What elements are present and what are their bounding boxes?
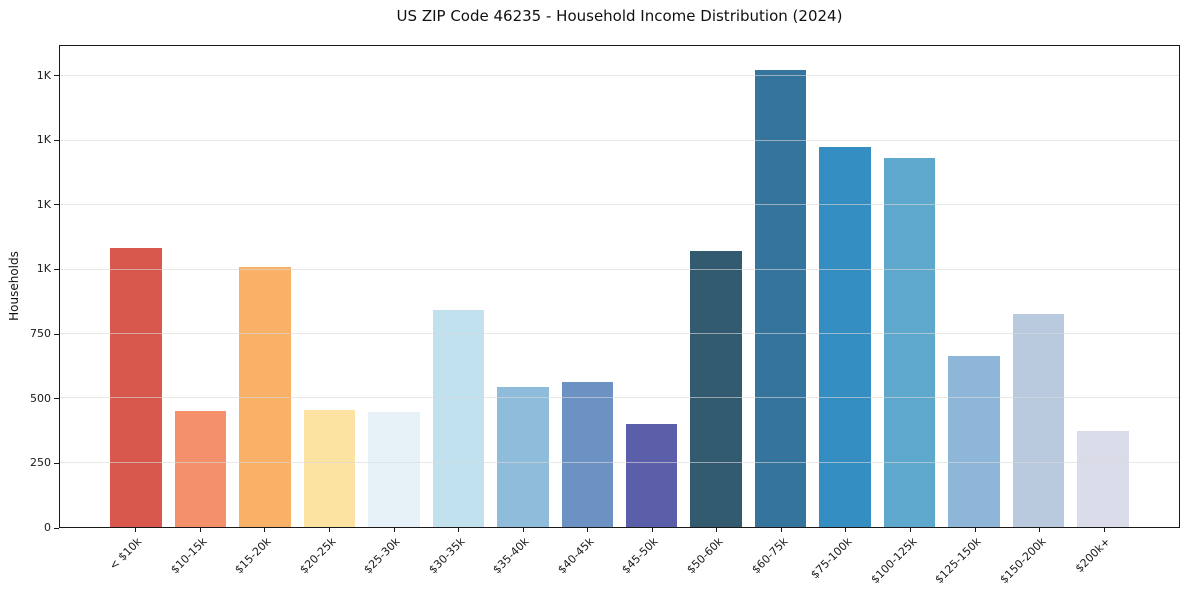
y-tick-mark	[54, 204, 59, 206]
x-tick-mark	[587, 528, 589, 532]
x-tick-mark	[199, 528, 201, 532]
x-tick-mark	[910, 528, 912, 532]
x-tick-mark	[1039, 528, 1041, 532]
y-tick-mark	[54, 75, 59, 76]
bar-slot	[620, 46, 684, 527]
x-tick-mark	[458, 528, 460, 532]
y-tick-label: 1K	[36, 262, 51, 276]
bar	[754, 69, 807, 527]
bar	[948, 356, 1000, 527]
bar-slot	[555, 46, 619, 527]
y-tick-mark	[54, 333, 59, 335]
bar	[432, 309, 485, 527]
x-tick-label: $125-150k	[932, 535, 984, 587]
y-tick-label: 1K	[36, 133, 51, 147]
x-tick-label: $35-40k	[490, 535, 532, 577]
y-tick-label: 0	[44, 521, 51, 534]
x-tick-label: $200k+	[1072, 535, 1113, 576]
x-tick-label: $150-200k	[997, 535, 1049, 587]
bar-slot	[168, 46, 232, 527]
bar	[561, 381, 614, 527]
x-tick-label: $40-45k	[555, 535, 597, 577]
bar-slot	[1071, 46, 1135, 527]
y-tick-label: 250	[30, 456, 51, 470]
y-tick-mark	[54, 139, 59, 141]
bar-slot	[297, 46, 361, 527]
x-tick-mark	[264, 528, 266, 532]
y-tick-mark	[54, 268, 59, 270]
y-tick-mark	[54, 462, 59, 464]
bar	[690, 251, 742, 527]
bar-slot	[426, 46, 490, 527]
x-tick-mark	[328, 528, 330, 532]
bar-slot	[362, 46, 426, 527]
x-tick-label: < $10k	[106, 535, 145, 573]
gridline	[60, 204, 1179, 206]
x-tick-label: $15-20k	[232, 535, 274, 577]
x-tick-mark	[716, 528, 718, 532]
bar	[368, 412, 420, 527]
bar-slot	[1006, 46, 1070, 527]
bar	[1012, 314, 1065, 527]
x-tick-mark	[135, 528, 137, 532]
bar-slot	[813, 46, 877, 527]
bar-slot	[684, 46, 748, 527]
gridline	[60, 332, 1179, 334]
y-tick-label: 1K	[36, 68, 51, 82]
x-tick-label: $10-15k	[167, 535, 210, 577]
x-tick-label: $30-35k	[426, 535, 468, 577]
bar	[110, 247, 162, 527]
x-tick-label: $45-50k	[619, 535, 661, 577]
bar	[625, 424, 678, 527]
x-tick-mark	[780, 528, 782, 532]
x-tick-mark	[522, 528, 524, 532]
bar-slot	[104, 46, 168, 527]
y-tick-mark	[54, 527, 59, 529]
bar-slot	[233, 46, 297, 527]
chart-title: US ZIP Code 46235 - Household Income Dis…	[396, 7, 843, 25]
bar-slot	[491, 46, 555, 527]
bar-slot	[877, 46, 941, 527]
x-tick-mark	[393, 528, 395, 532]
gridline	[60, 268, 1179, 270]
plot-area	[59, 45, 1180, 528]
gridline	[60, 461, 1179, 463]
x-tick-mark	[974, 528, 976, 532]
x-tick-mark	[651, 528, 653, 532]
bar	[1077, 431, 1129, 527]
y-tick-label: 1K	[36, 197, 51, 211]
bars-layer	[60, 46, 1179, 527]
bar	[303, 409, 356, 527]
x-tick-label: $20-25k	[296, 535, 339, 577]
x-tick-label: $50-60k	[684, 535, 726, 577]
gridline	[60, 139, 1179, 141]
x-tick-label: $25-30k	[361, 535, 403, 577]
bar	[883, 158, 936, 527]
bar	[497, 387, 549, 527]
bar-slot	[942, 46, 1006, 527]
y-tick-label: 500	[30, 391, 51, 405]
y-tick-mark	[54, 398, 59, 400]
gridline	[60, 397, 1179, 399]
y-tick-label: 750	[30, 327, 51, 341]
x-tick-mark	[845, 528, 847, 532]
bar	[819, 147, 871, 527]
bar	[239, 267, 291, 527]
gridline	[60, 75, 1179, 77]
x-tick-label: $75-100k	[808, 535, 855, 582]
bar-slot	[748, 46, 812, 527]
x-tick-label: $60-75k	[748, 535, 791, 577]
x-tick-mark	[1103, 528, 1105, 532]
bar	[174, 410, 227, 527]
x-tick-label: $100-125k	[868, 535, 920, 587]
